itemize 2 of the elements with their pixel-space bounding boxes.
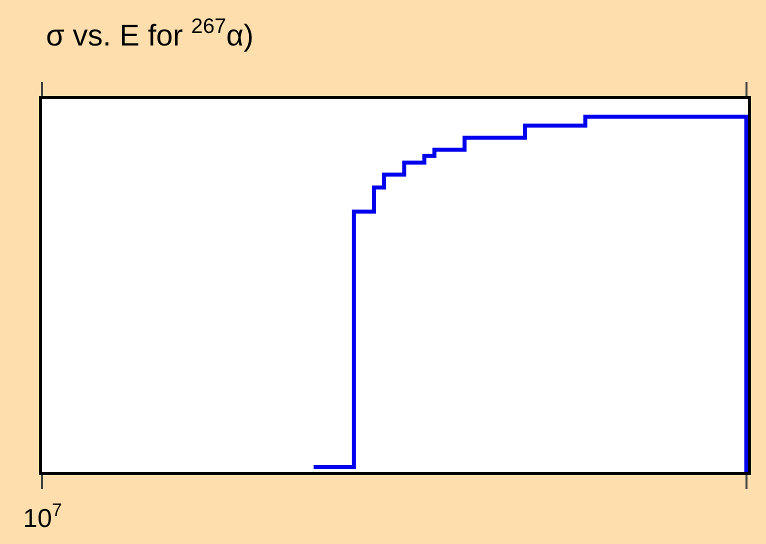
- text: 10$^{7}$: [23, 500, 62, 533]
- chart-title: σ vs. E for $^{267}$α): [46, 14, 254, 52]
